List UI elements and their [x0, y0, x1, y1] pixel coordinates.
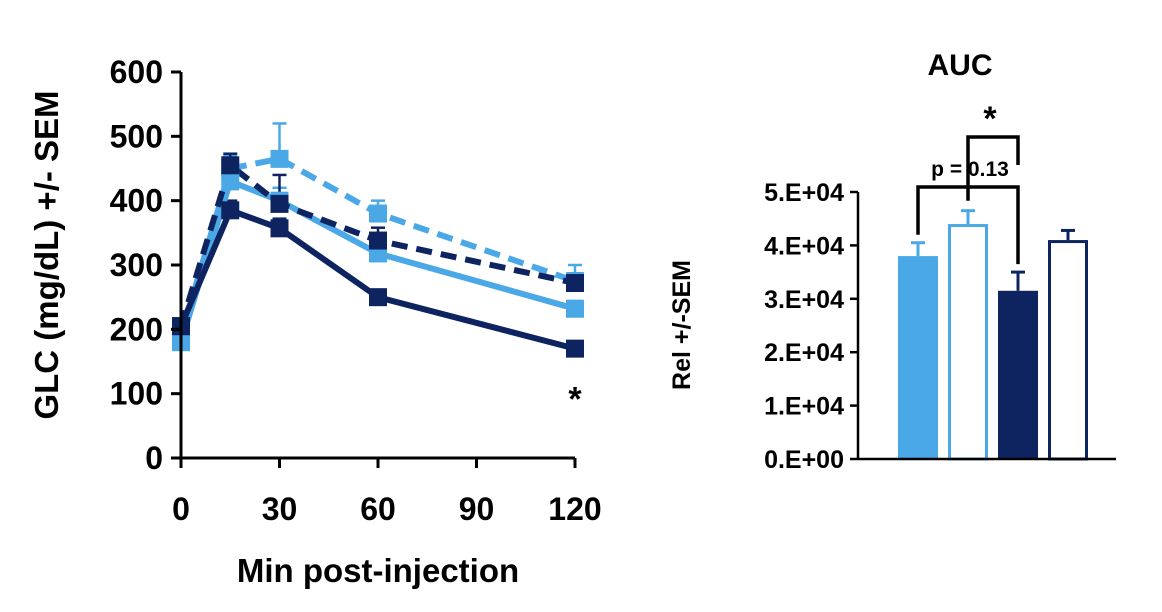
line-x-axis-label: Min post-injection [237, 552, 519, 589]
bar-1 [898, 256, 938, 459]
line-significance-star: * [568, 380, 582, 418]
bar-significance-star: * [983, 100, 997, 138]
line-marker-square [369, 231, 387, 250]
line-x-tick-label: 120 [548, 491, 601, 527]
line-marker-square [566, 299, 584, 318]
significance-brackets [916, 135, 1020, 265]
line-marker-square [221, 156, 240, 175]
line-tick-labels: 0 100 200 300 400 500 600 0 30 60 90 120 [110, 54, 602, 527]
line-marker-square [270, 149, 289, 168]
line-y-tick-label: 600 [110, 54, 163, 90]
star-bracket [966, 135, 1020, 201]
line-y-tick-label: 100 [110, 376, 163, 412]
bar-y-axis-label: Rel +/-SEM [668, 260, 696, 390]
line-marker-square [270, 219, 289, 238]
bar-tick-labels: 0.E+00 1.E+04 2.E+04 3.E+04 4.E+04 5.E+04 [764, 179, 844, 474]
line-x-tick-label: 0 [172, 491, 190, 527]
line-series-2 [178, 155, 576, 337]
line-y-axis-label: GLC (mg/dL) +/- SEM [28, 90, 65, 419]
line-y-tick-label: 300 [110, 247, 163, 283]
bar-4 [1048, 240, 1088, 461]
line-x-tick-label: 30 [262, 491, 298, 527]
line-marker-square [221, 201, 240, 220]
line-y-tick-label: 0 [145, 440, 163, 476]
bar-p-value: p = 0.13 [931, 158, 1009, 181]
line-y-tick-label: 200 [110, 311, 163, 347]
bar-axes [850, 190, 1116, 461]
bar-y-tick-label: 4.E+04 [764, 232, 844, 260]
bar-y-tick-label: 5.E+04 [764, 179, 844, 207]
line-y-tick-label: 500 [110, 118, 163, 154]
bar-chart-title: AUC [928, 49, 993, 82]
line-markers [172, 149, 584, 358]
line-x-tick-label: 90 [459, 491, 495, 527]
line-marker-square [369, 288, 387, 307]
bar-y-tick-label: 0.E+00 [764, 446, 844, 474]
bar-y-tick-label: 2.E+04 [764, 339, 844, 367]
line-marker-square [566, 339, 584, 358]
line-marker-square [369, 204, 387, 223]
line-y-tick-label: 400 [110, 183, 163, 219]
bars [898, 224, 1088, 461]
line-x-tick-label: 60 [360, 491, 396, 527]
line-axes [171, 70, 577, 468]
bar-3 [998, 290, 1038, 459]
bar-y-tick-label: 3.E+04 [764, 286, 844, 314]
glucose-line-chart: 0 100 200 300 400 500 600 0 30 60 90 120 Min post-i… [28, 54, 602, 589]
bar-y-tick-label: 1.E+04 [764, 393, 844, 421]
bar-2 [948, 224, 988, 461]
bar-error-bars [911, 209, 1075, 291]
line-marker-square [270, 194, 289, 213]
line-marker-square [566, 274, 584, 293]
auc-bar-chart: AUC 0.E+00 1.E+04 2.E+04 3.E+04 4.E+04 5.E+04… [668, 49, 1116, 474]
